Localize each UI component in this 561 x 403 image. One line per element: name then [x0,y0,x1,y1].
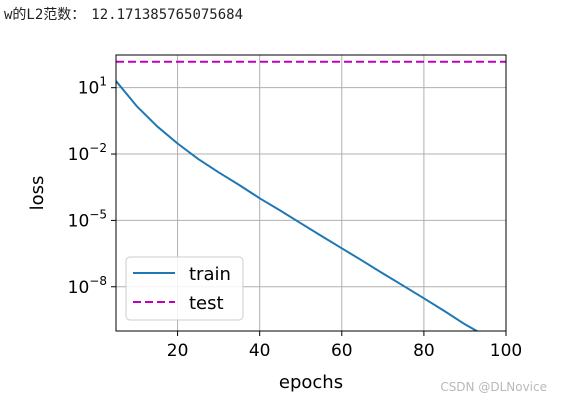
y-axis-label: loss [27,176,48,211]
x-tick-label: 40 [249,341,271,361]
series-layer [116,60,506,331]
tick-layer: 20 40 60 80 100 101 10−2 10−5 10−8 [68,75,523,361]
plot-frame [115,54,507,332]
x-tick-label: 100 [490,341,522,361]
y-tick-label: 10−2 [68,141,107,165]
series-line-train [116,80,479,331]
y-tick-label: 10−5 [68,207,107,231]
output-value: 12.171385765075684 [91,7,244,23]
x-axis-label: epochs [279,372,343,393]
output-label: w的L2范数： [4,7,86,23]
legend-train-label: train [189,264,231,285]
grid-layer [116,55,507,331]
output-line: w的L2范数： 12.171385765075684 [4,4,243,24]
x-tick-label: 20 [167,341,189,361]
x-tick-label: 60 [331,341,353,361]
legend-test-label: test [189,293,224,314]
legend: train test [125,256,244,321]
y-tick-label: 101 [78,75,107,99]
y-tick-label: 10−8 [68,274,107,298]
x-tick-label: 80 [413,341,435,361]
watermark: CSDN @DLNovice [440,380,547,394]
